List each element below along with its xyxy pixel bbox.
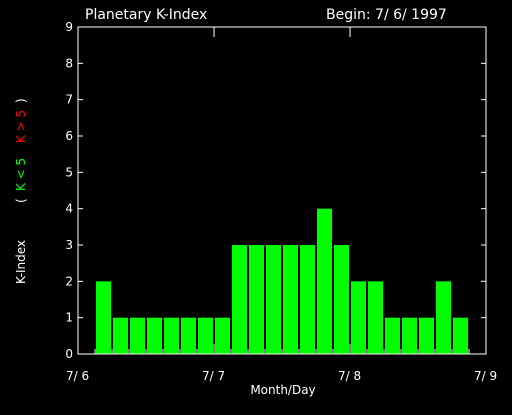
axes-layer: 0 1 2 3 4 5 6 7 8 9 7/ 6 7/ 7 7/ 8 7/ 9 bbox=[65, 20, 497, 383]
y-tick-label: 5 bbox=[65, 165, 73, 179]
y-tick-label: 7 bbox=[65, 93, 73, 107]
y-axis-label: K-Index ( K < 5 K > 5 ) bbox=[14, 98, 28, 284]
begin-date-label: Begin: 7/ 6/ 1997 bbox=[326, 7, 447, 23]
k-index-bar bbox=[419, 317, 434, 354]
k-index-bar bbox=[334, 245, 349, 354]
bars-layer bbox=[96, 208, 468, 354]
k-index-bar bbox=[181, 317, 196, 354]
k-index-bar bbox=[351, 281, 366, 354]
k-index-bar bbox=[283, 245, 298, 354]
y-tick-label: 4 bbox=[65, 202, 73, 216]
k-index-bar bbox=[215, 317, 230, 354]
y-axis-label-prefix: K-Index bbox=[14, 240, 28, 284]
y-axis-label-low: K < 5 bbox=[14, 158, 28, 191]
y-axis-label-close-paren: ) bbox=[14, 98, 28, 103]
y-tick-label: 8 bbox=[65, 56, 73, 70]
k-index-bar bbox=[147, 317, 162, 354]
k-index-bar bbox=[385, 317, 400, 354]
y-tick-label: 3 bbox=[65, 238, 73, 252]
y-tick-label: 1 bbox=[65, 311, 73, 325]
k-index-bar bbox=[317, 208, 332, 354]
k-index-bar bbox=[368, 281, 383, 354]
x-axis-label: Month/Day bbox=[250, 383, 315, 397]
k-index-bar bbox=[198, 317, 213, 354]
k-index-bar bbox=[130, 317, 145, 354]
y-tick-label: 0 bbox=[65, 347, 73, 361]
k-index-bar bbox=[113, 317, 128, 354]
y-tick-label: 2 bbox=[65, 274, 73, 288]
k-index-bar bbox=[96, 281, 111, 354]
y-tick-label: 9 bbox=[65, 20, 73, 34]
y-axis-label-high: K > 5 bbox=[14, 110, 28, 143]
k-index-bar bbox=[164, 317, 179, 354]
x-tick-label: 7/ 6 bbox=[66, 369, 89, 383]
y-tick-label: 6 bbox=[65, 129, 73, 143]
k-index-bar bbox=[436, 281, 451, 354]
k-index-bar bbox=[266, 245, 281, 354]
k-index-bar bbox=[232, 245, 247, 354]
x-tick-label: 7/ 7 bbox=[202, 369, 225, 383]
chart-title: Planetary K-Index bbox=[85, 7, 207, 23]
y-axis-label-open-paren: ( bbox=[14, 198, 28, 203]
k-index-bar bbox=[453, 317, 468, 354]
k-index-bar bbox=[402, 317, 417, 354]
k-index-bar bbox=[249, 245, 264, 354]
x-tick-label: 7/ 9 bbox=[474, 369, 497, 383]
k-index-bar bbox=[300, 245, 315, 354]
x-tick-label: 7/ 8 bbox=[338, 369, 361, 383]
